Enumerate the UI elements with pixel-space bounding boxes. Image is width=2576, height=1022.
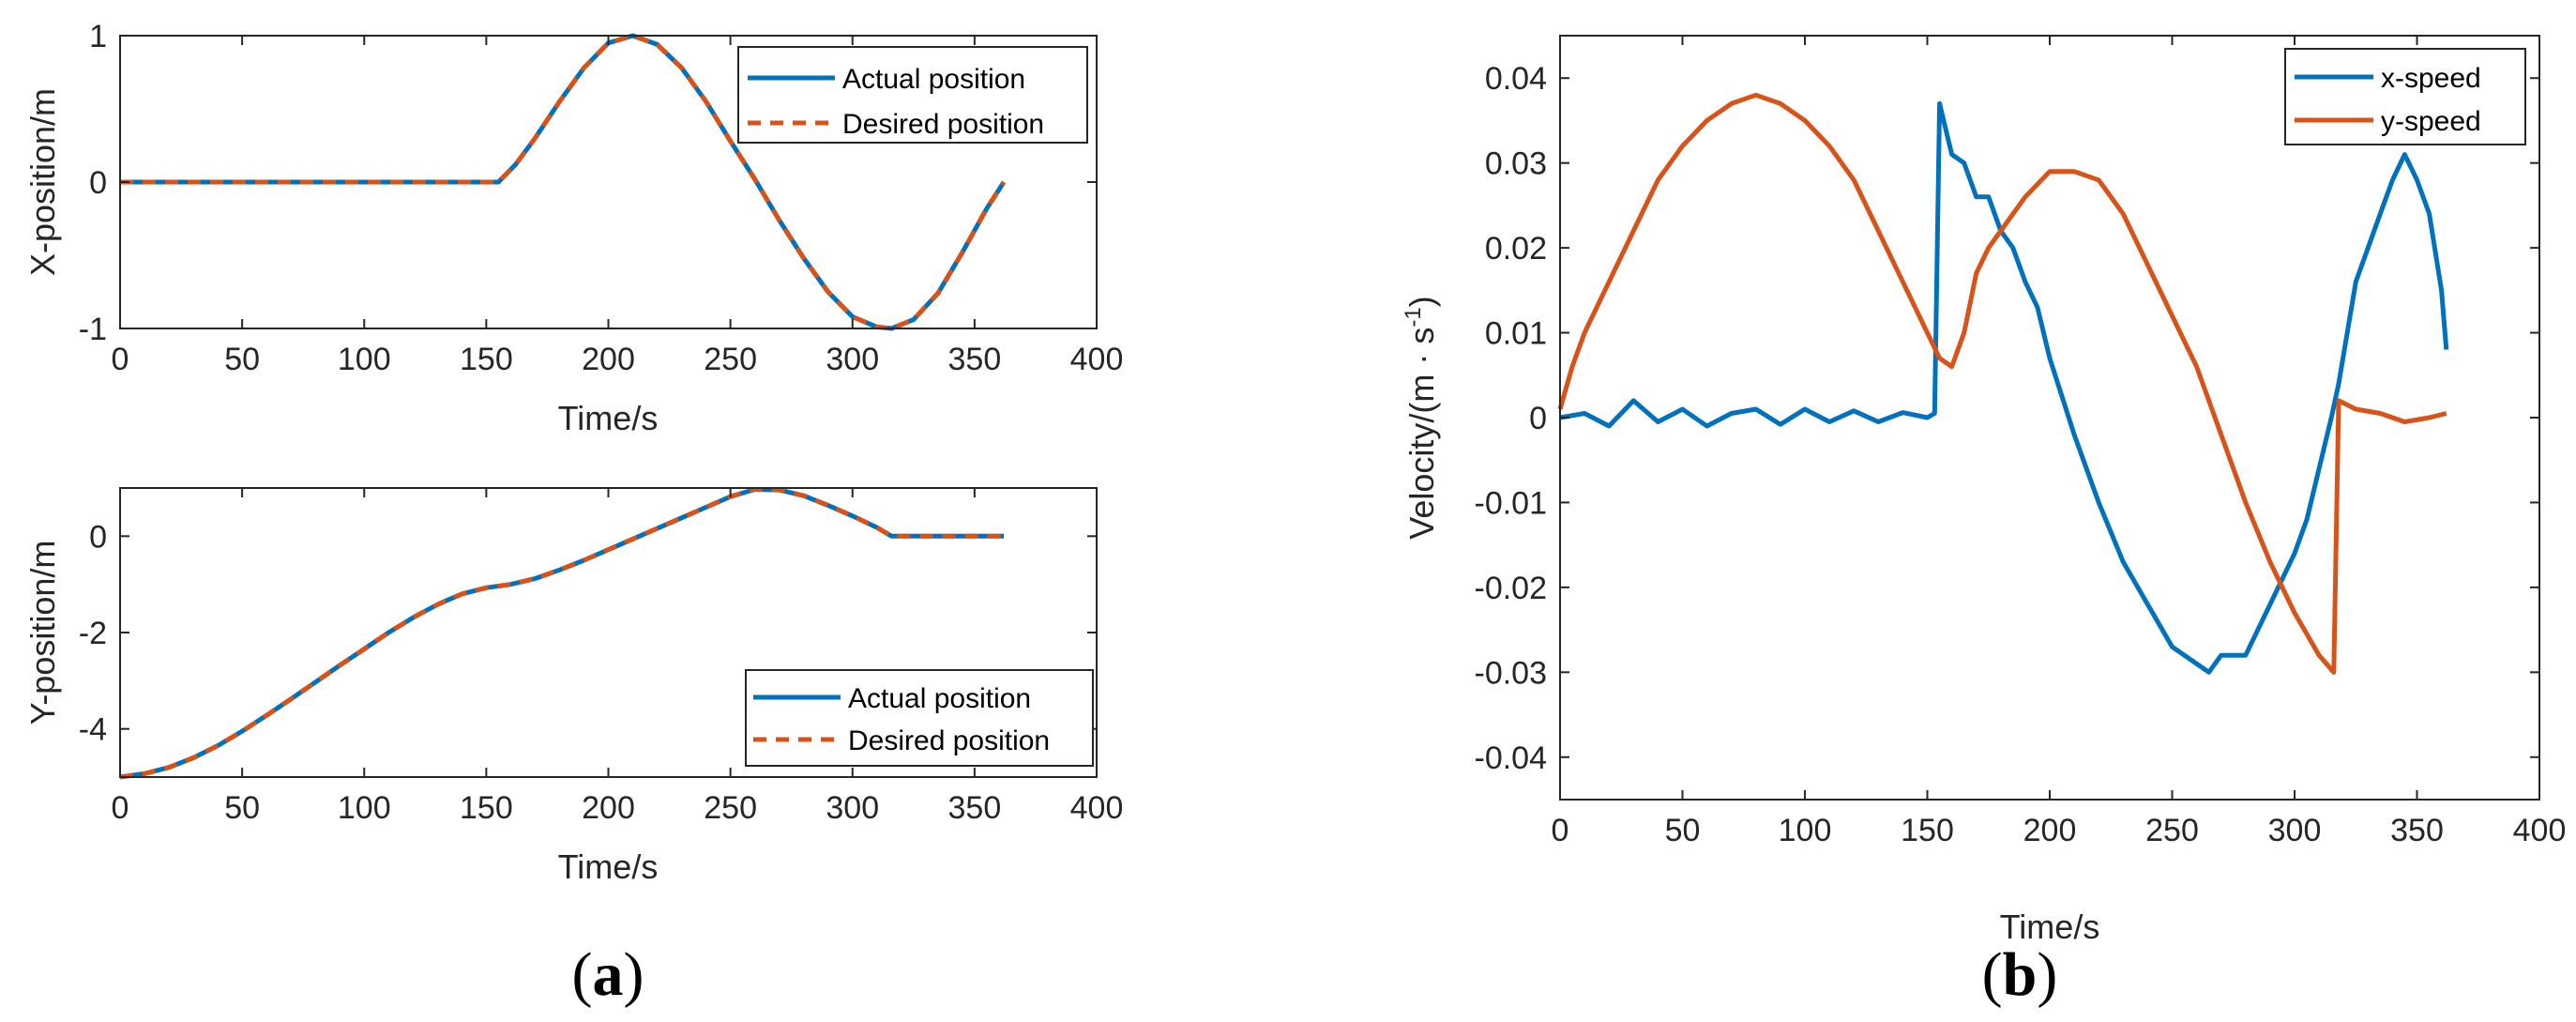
velocity-xtick-label: 150	[1901, 813, 1954, 848]
x-position-xtick-label: 400	[1070, 342, 1124, 377]
y-position-ylabel: Y-position/m	[23, 541, 62, 725]
x-position-xtick-label: 350	[948, 342, 1002, 377]
y-position-series-desired-position	[119, 487, 1005, 780]
y-position-legend-actual-label: Actual position	[848, 683, 1031, 714]
y-position-ticks: 0 50 100 150 200 250 300 350 400 -4 -2 0	[79, 488, 1124, 826]
velocity-ytick-label: 0	[1529, 401, 1547, 436]
y-position-series	[119, 487, 1005, 780]
panel-label-b-letter: b	[2003, 940, 2038, 1009]
x-position-legend-box	[737, 46, 1088, 144]
y-position-xlabel: Time/s	[558, 847, 659, 886]
y-position-xtick-label: 150	[460, 790, 513, 826]
velocity-chart: 0 50 100 150 200 250 300 350 400 -0.04 -0.03 -0.02 -…	[1401, 35, 2567, 946]
x-position-ylabel: X-position/m	[23, 88, 62, 276]
y-position-xtick-label: 200	[582, 790, 635, 826]
panel-label-a-close: )	[624, 940, 644, 1009]
velocity-xtick-label: 50	[1665, 813, 1701, 848]
velocity-ylabel-suffix: )	[1402, 296, 1441, 307]
x-position-ticks: 0 50 100 150 200 250 300 350 400-101	[79, 19, 1124, 377]
x-position-xtick-label: 150	[460, 342, 513, 377]
velocity-xtick-label: 350	[2390, 813, 2444, 848]
velocity-ytick-label: 0.02	[1485, 231, 1547, 267]
panel-label-a: (a)	[572, 940, 644, 1009]
y-position-legend-box	[745, 669, 1094, 767]
velocity-ylabel-main: Velocity/(m · s	[1402, 328, 1441, 540]
x-position-xtick-label: 0	[112, 342, 129, 377]
x-position-series	[120, 33, 1007, 331]
x-position-xtick-label: 300	[826, 342, 879, 377]
velocity-ylabel-superscript: -1	[1401, 307, 1426, 327]
velocity-ytick-label: -0.02	[1475, 571, 1548, 606]
x-position-ytick-label: 1	[89, 19, 107, 54]
x-position-xlabel: Time/s	[558, 399, 659, 437]
velocity-series-y-speed	[1557, 92, 2447, 675]
velocity-ytick-label: -0.04	[1475, 740, 1548, 776]
y-position-chart: 0 50 100 150 200 250 300 350 400 -4 -2 0 Time/s Y-p…	[23, 487, 1124, 886]
x-position-xtick-label: 250	[704, 342, 757, 377]
velocity-ticks: 0 50 100 150 200 250 300 350 400 -0.04 -0.03 -0.02 -…	[1475, 36, 2567, 848]
y-position-ytick-label: 0	[89, 519, 107, 555]
x-position-ytick-label: 0	[89, 165, 107, 201]
velocity-series-x-speed	[1559, 100, 2449, 675]
velocity-ytick-label: 0.03	[1485, 146, 1547, 182]
y-position-xtick-label: 300	[826, 790, 879, 826]
x-position-xtick-label: 200	[582, 342, 635, 377]
velocity-ytick-label: 0.04	[1485, 61, 1547, 97]
velocity-xtick-label: 250	[2145, 813, 2199, 848]
y-position-xtick-label: 100	[338, 790, 391, 826]
panel-label-b-close: )	[2037, 940, 2057, 1009]
y-position-legend: Actual position Desired position	[745, 669, 1094, 767]
y-position-xtick-label: 250	[704, 790, 757, 826]
x-position-xtick-label: 50	[224, 342, 260, 377]
y-position-xtick-label: 400	[1070, 790, 1124, 826]
velocity-xtick-label: 400	[2513, 813, 2567, 848]
velocity-legend-box	[2284, 48, 2526, 145]
velocity-ylabel: Velocity/(m · s-1)	[1401, 296, 1441, 539]
x-position-legend: Actual position Desired position	[737, 46, 1088, 144]
velocity-xtick-label: 100	[1779, 813, 1832, 848]
y-position-xtick-label: 0	[112, 790, 129, 826]
panel-label-a-letter: a	[593, 940, 624, 1009]
x-position-legend-desired-label: Desired position	[842, 109, 1044, 140]
velocity-xtick-label: 200	[2023, 813, 2077, 848]
velocity-xlabel: Time/s	[2000, 908, 2100, 946]
panel-label-b-open: (	[1982, 940, 2003, 1009]
panel-label-a-open: (	[572, 940, 593, 1009]
velocity-ytick-label: -0.01	[1475, 485, 1548, 521]
velocity-xtick-label: 300	[2268, 813, 2322, 848]
x-position-ytick-label: -1	[79, 312, 107, 347]
velocity-legend: x-speed y-speed	[2284, 48, 2526, 145]
velocity-series	[1557, 92, 2449, 675]
velocity-ytick-label: -0.03	[1475, 655, 1548, 691]
x-position-xtick-label: 100	[338, 342, 391, 377]
x-position-series-desired-position	[120, 33, 1007, 331]
y-position-xtick-label: 50	[224, 790, 260, 826]
velocity-ytick-label: 0.01	[1485, 316, 1547, 352]
velocity-legend-y-speed-label: y-speed	[2381, 106, 2481, 137]
panel-label-b: (b)	[1982, 940, 2058, 1009]
x-position-chart: 0 50 100 150 200 250 300 350 400-101 Time/s X-po…	[23, 19, 1123, 437]
y-position-ytick-label: -2	[79, 616, 107, 651]
velocity-xtick-label: 0	[1552, 813, 1569, 848]
x-position-legend-actual-label: Actual position	[842, 64, 1025, 95]
velocity-legend-x-speed-label: x-speed	[2381, 63, 2481, 94]
y-position-ytick-label: -4	[79, 712, 107, 748]
y-position-xtick-label: 350	[948, 790, 1002, 826]
y-position-legend-desired-label: Desired position	[848, 725, 1050, 756]
